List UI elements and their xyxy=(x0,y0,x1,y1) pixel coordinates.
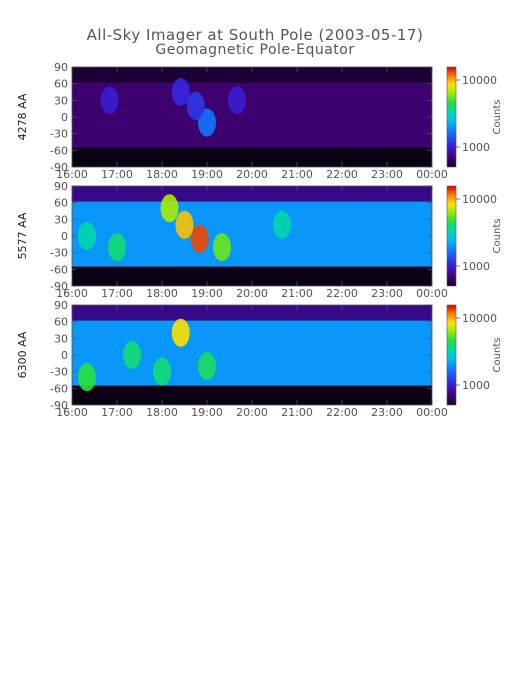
x-tick-label: 17:00 xyxy=(101,287,133,300)
intensity-feature xyxy=(198,352,216,381)
intensity-feature xyxy=(78,222,96,250)
x-tick-label: 17:00 xyxy=(101,168,133,181)
colorbar-tick-label: 1000 xyxy=(462,379,490,392)
y-tick-label: -30 xyxy=(50,247,68,260)
y-tick-label: -90 xyxy=(50,161,68,174)
y-tick-label: -30 xyxy=(50,128,68,141)
y-tick-label: 60 xyxy=(54,78,68,91)
intensity-feature xyxy=(171,78,190,106)
intensity-feature xyxy=(123,341,141,369)
intensity-feature xyxy=(100,86,119,115)
y-tick-label: -60 xyxy=(50,263,68,276)
x-tick-label: 16:00 xyxy=(56,406,88,419)
intensity-feature xyxy=(273,210,291,239)
intensity-feature xyxy=(175,210,194,239)
x-tick-label: 18:00 xyxy=(146,168,178,181)
y-tick-label: 30 xyxy=(54,94,68,107)
intensity-feature xyxy=(213,233,231,262)
data-band xyxy=(72,82,432,148)
x-tick-label: 21:00 xyxy=(281,406,313,419)
colorbar-label: Counts xyxy=(492,219,503,254)
y-tick-label: 60 xyxy=(54,316,68,329)
colorbar-tick-label: 1000 xyxy=(462,260,490,273)
colorbar-label: Counts xyxy=(492,338,503,373)
colorbar xyxy=(446,304,457,406)
colorbar-tick-label: 1000 xyxy=(462,141,490,154)
x-tick-label: 19:00 xyxy=(191,168,223,181)
x-tick-label: 22:00 xyxy=(326,287,358,300)
intensity-feature xyxy=(160,194,179,223)
intensity-feature xyxy=(153,357,171,386)
intensity-feature xyxy=(186,91,205,120)
intensity-feature xyxy=(108,233,126,262)
intensity-feature xyxy=(78,363,96,392)
x-tick-label: 23:00 xyxy=(371,287,403,300)
y-tick-label: -60 xyxy=(50,144,68,157)
x-tick-label: 22:00 xyxy=(326,168,358,181)
colorbar-tick-label: 10000 xyxy=(462,312,497,325)
intensity-feature xyxy=(171,318,190,347)
x-tick-label: 20:00 xyxy=(236,406,268,419)
y-tick-label: -30 xyxy=(50,366,68,379)
x-tick-label: 00:00 xyxy=(416,406,448,419)
colorbar-label: Counts xyxy=(492,100,503,135)
chart-title: All-Sky Imager at South Pole (2003-05-17… xyxy=(86,26,424,44)
x-tick-label: 23:00 xyxy=(371,168,403,181)
y-tick-label: 30 xyxy=(54,332,68,345)
colorbar-tick-label: 10000 xyxy=(462,193,497,206)
x-tick-label: 16:00 xyxy=(56,287,88,300)
intensity-feature xyxy=(228,86,246,115)
y-tick-label: -60 xyxy=(50,382,68,395)
y-tick-label: 90 xyxy=(54,299,68,312)
x-tick-label: 22:00 xyxy=(326,406,358,419)
chart-subtitle: Geomagnetic Pole-Equator xyxy=(155,42,355,58)
x-tick-label: 17:00 xyxy=(101,406,133,419)
x-tick-label: 23:00 xyxy=(371,406,403,419)
x-tick-label: 00:00 xyxy=(416,168,448,181)
x-tick-label: 21:00 xyxy=(281,287,313,300)
colorbar xyxy=(446,185,457,287)
x-tick-label: 00:00 xyxy=(416,287,448,300)
y-tick-label: 90 xyxy=(54,180,68,193)
colorbar-tick-label: 10000 xyxy=(462,74,497,87)
x-tick-label: 19:00 xyxy=(191,406,223,419)
x-tick-label: 18:00 xyxy=(146,287,178,300)
y-tick-label: -90 xyxy=(50,280,68,293)
x-tick-label: 20:00 xyxy=(236,168,268,181)
y-tick-label: 60 xyxy=(54,197,68,210)
y-tick-label: 0 xyxy=(61,349,68,362)
y-tick-label: 90 xyxy=(54,61,68,74)
y-axis-label: 4278 AA xyxy=(16,93,29,140)
y-tick-label: 0 xyxy=(61,111,68,124)
x-tick-label: 21:00 xyxy=(281,168,313,181)
x-tick-label: 18:00 xyxy=(146,406,178,419)
y-tick-label: 30 xyxy=(54,213,68,226)
intensity-feature xyxy=(198,108,216,137)
y-axis-label: 5577 AA xyxy=(16,212,29,259)
intensity-feature xyxy=(190,224,209,253)
x-tick-label: 19:00 xyxy=(191,287,223,300)
colorbar xyxy=(446,66,457,168)
y-tick-label: 0 xyxy=(61,230,68,243)
data-band xyxy=(72,201,432,267)
x-tick-label: 16:00 xyxy=(56,168,88,181)
y-axis-label: 6300 AA xyxy=(16,331,29,378)
y-tick-label: -90 xyxy=(50,399,68,412)
x-tick-label: 20:00 xyxy=(236,287,268,300)
